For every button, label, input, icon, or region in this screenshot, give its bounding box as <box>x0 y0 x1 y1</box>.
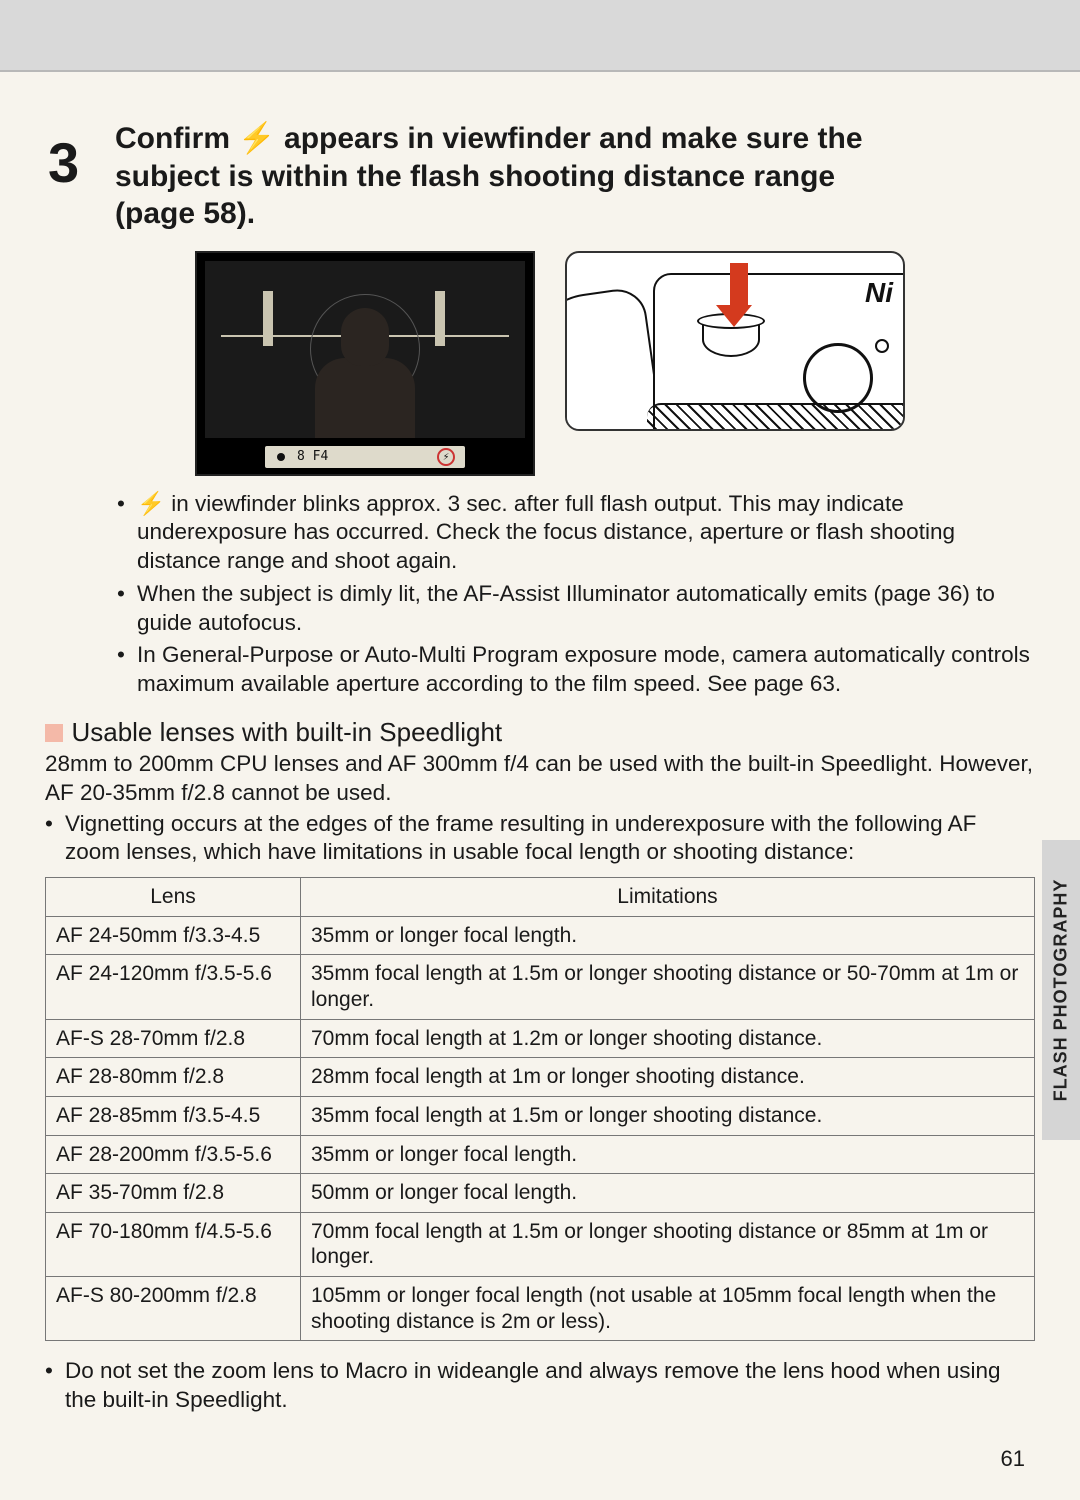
camera-diagram: Ni <box>565 251 905 431</box>
cell-limit: 70mm focal length at 1.2m or longer shoo… <box>301 1019 1035 1058</box>
chapter-tab-label: FLASH PHOTOGRAPHY <box>1051 879 1072 1102</box>
cell-lens: AF-S 28-70mm f/2.8 <box>46 1019 301 1058</box>
cell-lens: AF 24-50mm f/3.3-4.5 <box>46 916 301 955</box>
table-row: AF 28-200mm f/3.5-5.635mm or longer foca… <box>46 1135 1035 1174</box>
viewfinder-readout: 8 F4 <box>297 449 328 464</box>
illustration-row: 8 F4 ⚡ Ni <box>195 251 1035 476</box>
focus-dot-icon <box>277 453 285 461</box>
col-lens: Lens <box>46 878 301 917</box>
leather-texture <box>647 403 905 431</box>
press-arrow-icon <box>725 263 752 327</box>
table-row: AF 28-85mm f/3.5-4.535mm focal length at… <box>46 1096 1035 1135</box>
section-title: Usable lenses with built-in Speedlight <box>71 717 502 747</box>
viewfinder-frame <box>205 261 525 438</box>
viewfinder-illustration: 8 F4 ⚡ <box>195 251 535 476</box>
table-row: AF-S 28-70mm f/2.870mm focal length at 1… <box>46 1019 1035 1058</box>
section-paragraph: 28mm to 200mm CPU lenses and AF 300mm f/… <box>45 750 1035 808</box>
divider-line <box>0 70 1080 72</box>
lens-limitations-table: Lens Limitations AF 24-50mm f/3.3-4.535m… <box>45 877 1035 1341</box>
bullet-item: In General-Purpose or Auto-Multi Program… <box>117 641 1035 699</box>
step-heading: Confirm ⚡ appears in viewfinder and make… <box>115 120 1035 233</box>
table-header-row: Lens Limitations <box>46 878 1035 917</box>
bullet-item: ⚡ in viewfinder blinks approx. 3 sec. af… <box>117 490 1035 576</box>
table-row: AF 35-70mm f/2.850mm or longer focal len… <box>46 1174 1035 1213</box>
manual-page: 3 Confirm ⚡ appears in viewfinder and ma… <box>0 0 1080 1500</box>
section-bullet-list: Vignetting occurs at the edges of the fr… <box>45 810 1035 868</box>
table-row: AF 70-180mm f/4.5-5.670mm focal length a… <box>46 1212 1035 1276</box>
cell-lens: AF-S 80-200mm f/2.8 <box>46 1276 301 1340</box>
cell-limit: 35mm or longer focal length. <box>301 916 1035 955</box>
brand-label: Ni <box>865 277 893 309</box>
cell-limit: 35mm or longer focal length. <box>301 1135 1035 1174</box>
footer-bullet-list: Do not set the zoom lens to Macro in wid… <box>45 1357 1035 1415</box>
bullet-item: Do not set the zoom lens to Macro in wid… <box>45 1357 1035 1415</box>
subject-silhouette <box>310 308 420 438</box>
viewfinder-info-strip: 8 F4 ⚡ <box>265 446 465 468</box>
heading-line-1: Confirm ⚡ appears in viewfinder and make… <box>115 122 863 155</box>
page-number: 61 <box>1001 1446 1025 1472</box>
flash-ready-icon: ⚡ <box>437 448 455 466</box>
cell-lens: AF 70-180mm f/4.5-5.6 <box>46 1212 301 1276</box>
cell-limit: 70mm focal length at 1.5m or longer shoo… <box>301 1212 1035 1276</box>
screw-icon <box>875 339 889 353</box>
cell-lens: AF 24-120mm f/3.5-5.6 <box>46 955 301 1019</box>
chapter-tab: FLASH PHOTOGRAPHY <box>1042 840 1080 1140</box>
cell-limit: 35mm focal length at 1.5m or longer shoo… <box>301 955 1035 1019</box>
bullet-item: When the subject is dimly lit, the AF-As… <box>117 580 1035 638</box>
cell-lens: AF 35-70mm f/2.8 <box>46 1174 301 1213</box>
heading-line-2: subject is within the flash shooting dis… <box>115 160 835 193</box>
bullet-item: Vignetting occurs at the edges of the fr… <box>45 810 1035 868</box>
heading-line-3: (page 58). <box>115 197 255 230</box>
table-row: AF-S 80-200mm f/2.8105mm or longer focal… <box>46 1276 1035 1340</box>
cell-lens: AF 28-200mm f/3.5-5.6 <box>46 1135 301 1174</box>
col-limitations: Limitations <box>301 878 1035 917</box>
cell-limit: 35mm focal length at 1.5m or longer shoo… <box>301 1096 1035 1135</box>
cell-lens: AF 28-80mm f/2.8 <box>46 1058 301 1097</box>
cell-limit: 105mm or longer focal length (not usable… <box>301 1276 1035 1340</box>
scan-top-margin <box>0 0 1080 70</box>
cell-limit: 28mm focal length at 1m or longer shooti… <box>301 1058 1035 1097</box>
table-row: AF 24-120mm f/3.5-5.635mm focal length a… <box>46 955 1035 1019</box>
table-row: AF 28-80mm f/2.828mm focal length at 1m … <box>46 1058 1035 1097</box>
cell-limit: 50mm or longer focal length. <box>301 1174 1035 1213</box>
content-area: Confirm ⚡ appears in viewfinder and make… <box>45 120 1035 1415</box>
cell-lens: AF 28-85mm f/3.5-4.5 <box>46 1096 301 1135</box>
section-heading-row: Usable lenses with built-in Speedlight <box>45 717 1035 748</box>
main-bullet-list: ⚡ in viewfinder blinks approx. 3 sec. af… <box>117 490 1035 700</box>
section-marker-icon <box>45 724 63 742</box>
table-row: AF 24-50mm f/3.3-4.535mm or longer focal… <box>46 916 1035 955</box>
